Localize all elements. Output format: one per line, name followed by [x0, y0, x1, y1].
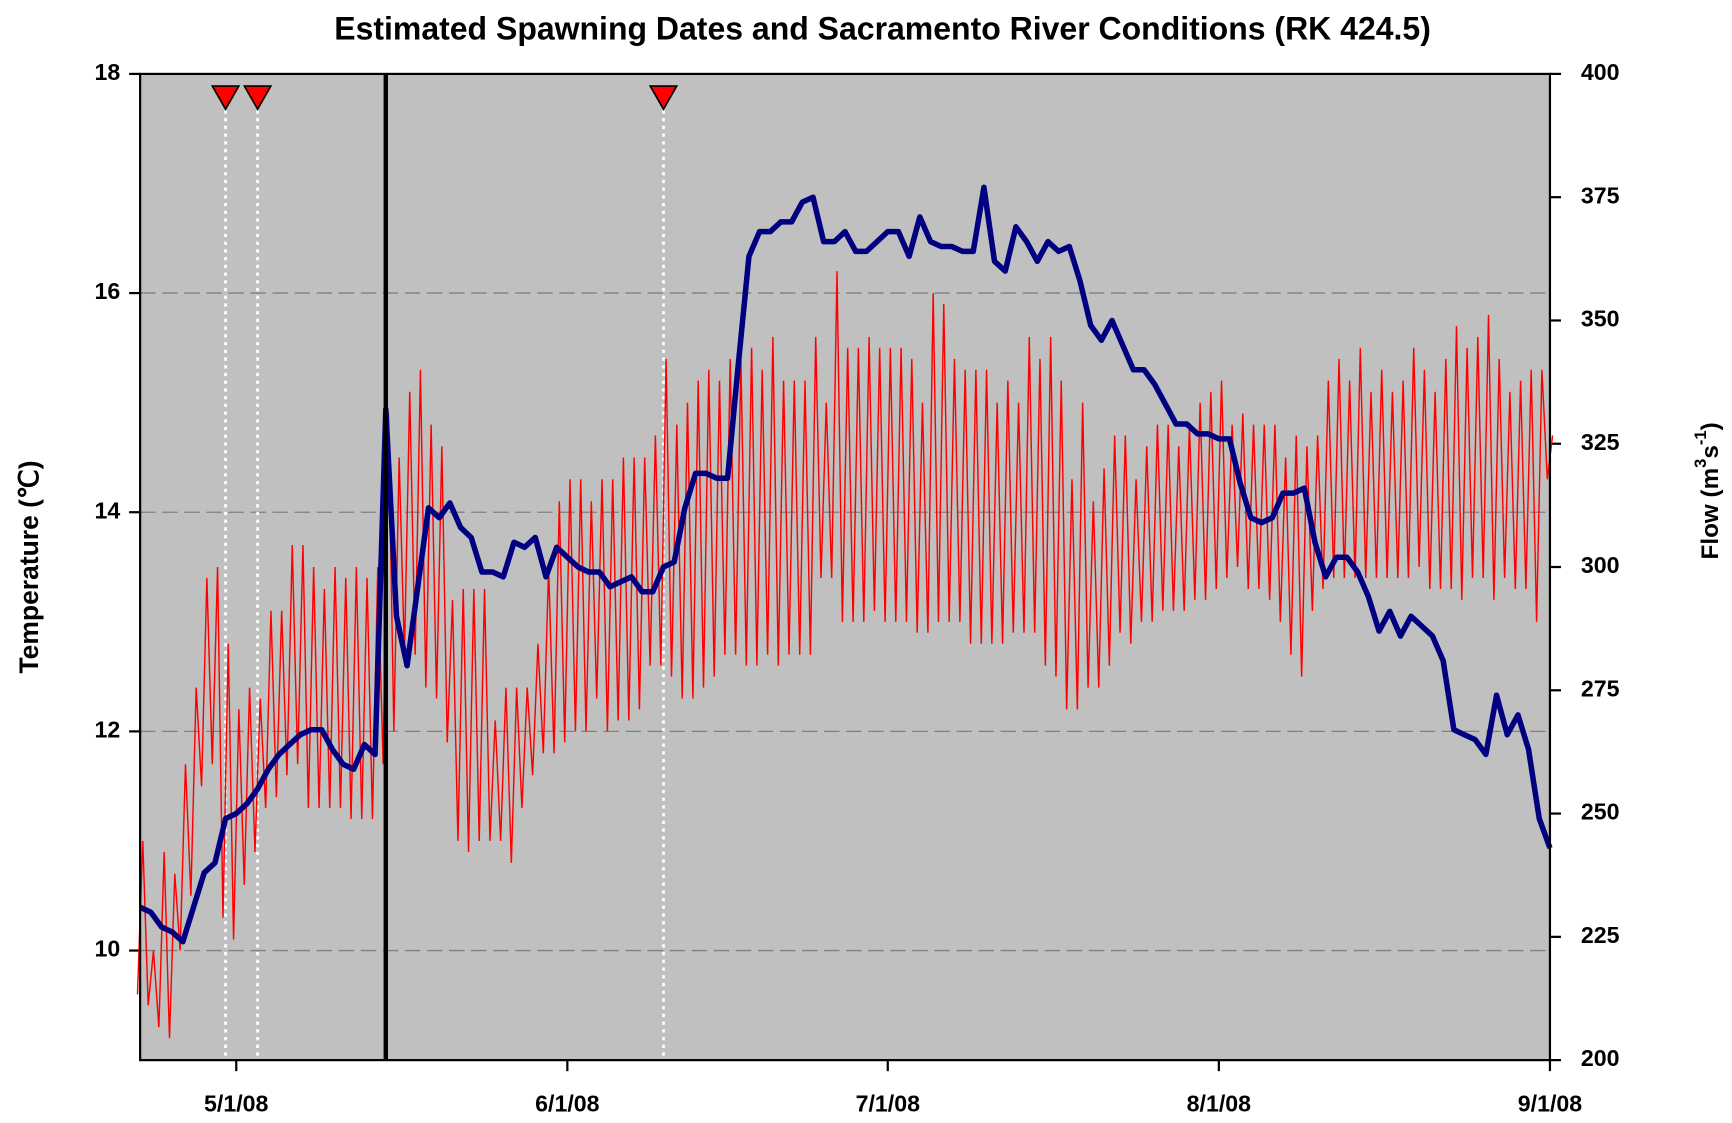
y2-tick-label: 250: [1581, 799, 1620, 825]
spawning-marker: [648, 85, 679, 111]
spawning-marker: [242, 85, 273, 111]
y2-axis-label: Flow (m3s-1): [1692, 422, 1725, 559]
plot-background: [140, 73, 1550, 1061]
y-tick-label: 16: [95, 278, 121, 304]
y2-tick-label: 400: [1581, 59, 1620, 85]
spawning-marker: [210, 85, 241, 111]
y2-tick-label: 325: [1581, 429, 1620, 455]
y2-tick-label: 350: [1581, 306, 1620, 332]
y-tick-label: 14: [95, 497, 121, 523]
y2-axis-label-part: Flow (m: [1698, 468, 1725, 560]
y2-tick-label: 375: [1581, 182, 1620, 208]
y2-axis-label-part: 3: [1692, 459, 1711, 468]
x-tick-label: 7/1/08: [856, 1090, 921, 1116]
y-tick-label: 10: [95, 936, 121, 962]
y2-axis-label-part: s: [1698, 445, 1725, 459]
plot-frame: [139, 72, 1552, 1062]
x-tick-label: 8/1/08: [1187, 1090, 1252, 1116]
chart-title: Estimated Spawning Dates and Sacramento …: [334, 10, 1431, 46]
x-tick-label: 6/1/08: [535, 1090, 600, 1116]
y2-axis-label-part: -1: [1692, 430, 1711, 445]
y2-tick-label: 300: [1581, 552, 1620, 578]
y-tick-label: 18: [95, 59, 121, 85]
y-tick-label: 12: [95, 717, 121, 743]
y2-tick-label: 275: [1581, 675, 1620, 701]
x-tick-label: 5/1/08: [204, 1090, 269, 1116]
y2-tick-label: 225: [1581, 922, 1620, 948]
flow-line: [138, 184, 1553, 945]
temperature-line: [136, 271, 1554, 1039]
y2-axis-label-part: ): [1698, 422, 1725, 430]
x-tick-label: 9/1/08: [1518, 1090, 1583, 1116]
y2-tick-label: 200: [1581, 1045, 1620, 1071]
y-axis-label: Temperature (℃): [14, 460, 44, 673]
